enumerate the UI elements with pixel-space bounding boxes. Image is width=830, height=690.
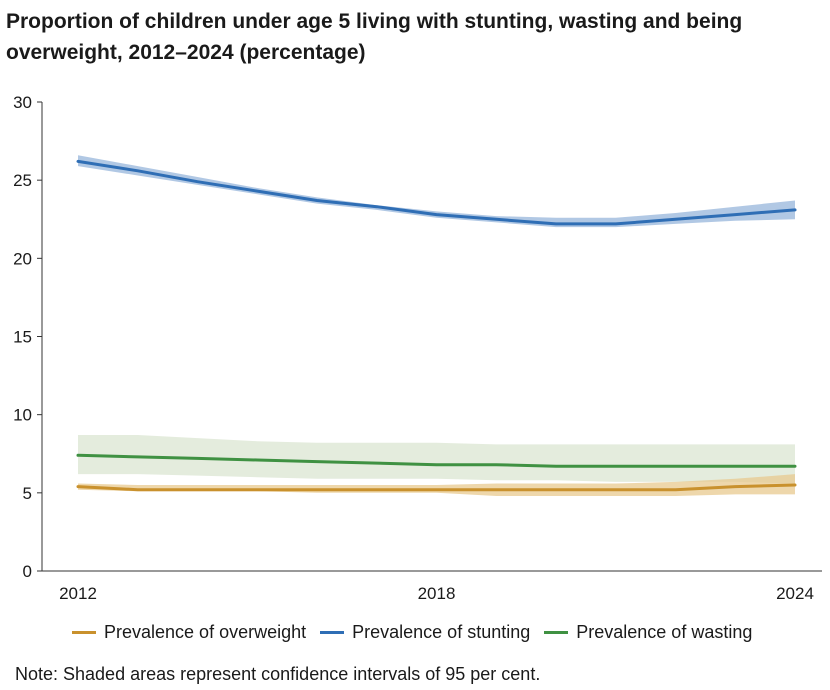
y-tick-label: 5: [23, 484, 32, 503]
confidence-bands: [78, 155, 795, 496]
legend-item-stunting: Prevalence of stunting: [320, 622, 530, 643]
series-line-stunting: [76, 159, 797, 226]
y-tick-label: 10: [13, 406, 32, 425]
x-tick-label: 2012: [59, 584, 97, 603]
series-lines: [76, 159, 797, 492]
x-tick-label: 2018: [418, 584, 456, 603]
y-axis-ticks: 0 5 10 15 20 25 30: [13, 93, 42, 581]
legend-label-overweight: Prevalence of overweight: [104, 622, 307, 642]
legend-item-overweight: Prevalence of overweight: [72, 622, 306, 643]
footnote: Note: Shaded areas represent confidence …: [15, 664, 541, 684]
legend: Prevalence of overweight Prevalence of s…: [72, 622, 752, 643]
chart-canvas: 0 5 10 15 20 25 30 2012 2018 2024: [13, 93, 822, 603]
y-tick-label: 25: [13, 171, 32, 190]
x-axis-ticks: 2012 2018 2024: [59, 584, 814, 603]
y-tick-label: 30: [13, 93, 32, 112]
series-line-wasting: [76, 453, 797, 468]
legend-swatch-overweight: [72, 631, 96, 634]
legend-item-wasting: Prevalence of wasting: [544, 622, 752, 643]
series-line-overweight: [76, 483, 797, 492]
legend-swatch-stunting: [320, 631, 345, 634]
confidence-band-wasting: [78, 435, 795, 484]
legend-label-stunting: Prevalence of stunting: [352, 622, 531, 642]
chart-title: Proportion of children under age 5 livin…: [6, 10, 743, 64]
legend-swatch-wasting: [544, 631, 569, 634]
y-tick-label: 0: [23, 562, 32, 581]
y-tick-label: 20: [13, 249, 32, 268]
x-tick-label: 2024: [776, 584, 814, 603]
legend-label-wasting: Prevalence of wasting: [576, 622, 753, 642]
confidence-band-stunting: [78, 155, 795, 228]
y-tick-label: 15: [13, 328, 32, 347]
